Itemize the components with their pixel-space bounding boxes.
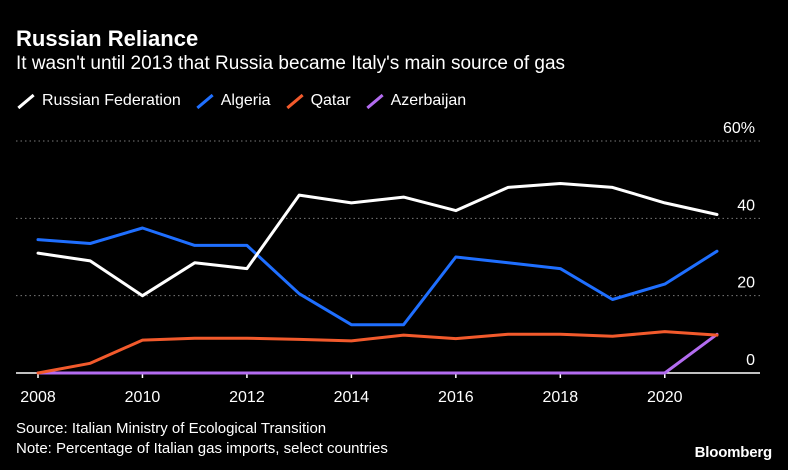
series-line-azerbaijan xyxy=(36,332,719,375)
legend-label-qatar: Qatar xyxy=(310,92,351,109)
legend-item-qatar: Qatar xyxy=(285,92,351,110)
x-tick-label: 2010 xyxy=(125,389,161,406)
legend-label-russia: Russian Federation xyxy=(42,92,181,109)
x-tick-label: 2020 xyxy=(647,389,683,406)
x-tick-label: 2018 xyxy=(543,389,579,406)
series-line-algeria xyxy=(36,226,719,327)
y-tick-label: 0 xyxy=(746,352,755,369)
footnote: Note: Percentage of Italian gas imports,… xyxy=(16,440,388,457)
chart-title: Russian Reliance xyxy=(16,26,199,51)
legend-item-algeria: Algeria xyxy=(195,92,271,110)
source-note: Source: Italian Ministry of Ecological T… xyxy=(16,420,327,437)
legend-label-algeria: Algeria xyxy=(220,92,271,109)
y-tick-label: 20 xyxy=(737,275,755,292)
chart-subtitle: It wasn't until 2013 that Russia became … xyxy=(16,53,566,74)
legend-item-azerbaijan: Azerbaijan xyxy=(365,92,467,110)
x-tick-label: 2008 xyxy=(20,389,56,406)
legend-item-russia: Russian Federation xyxy=(16,92,181,110)
x-tick-label: 2014 xyxy=(334,389,370,406)
bloomberg-logo: Bloomberg xyxy=(694,444,773,461)
legend-label-azerbaijan: Azerbaijan xyxy=(390,92,467,109)
y-tick-label: 40 xyxy=(737,197,755,214)
series-line-russian-federation xyxy=(36,182,719,298)
x-tick-label: 2016 xyxy=(438,389,474,406)
y-tick-label: 60% xyxy=(723,120,755,137)
x-tick-label: 2012 xyxy=(229,389,265,406)
legend: Russian Federation Algeria Qatar Azerbai… xyxy=(16,92,480,110)
series-line-qatar xyxy=(36,330,719,375)
